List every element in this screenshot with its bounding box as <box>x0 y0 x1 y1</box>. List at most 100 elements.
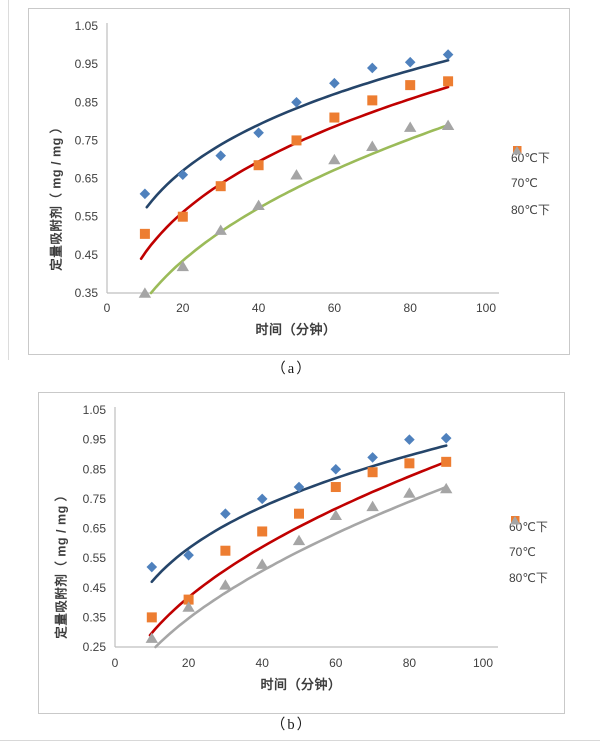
triangle-marker-icon <box>512 146 522 155</box>
y-tick-label: 0.85 <box>83 462 107 476</box>
y-tick-label: 0.45 <box>83 581 107 595</box>
x-tick-label: 60 <box>329 656 343 670</box>
y-tick-label: 0.65 <box>83 522 107 536</box>
legend-item-80c: 80℃下 <box>509 516 548 591</box>
triangle-marker-icon <box>510 516 520 525</box>
y-tick-label: 0.35 <box>75 286 99 300</box>
data-point <box>252 199 265 211</box>
data-point <box>139 228 150 239</box>
y-tick-label: 0.95 <box>83 433 107 447</box>
data-point <box>367 95 378 106</box>
data-point <box>366 500 379 512</box>
y-tick-label: 0.35 <box>83 610 107 624</box>
data-point <box>145 632 158 643</box>
page-bottom-rule <box>0 740 600 741</box>
data-point <box>404 434 415 445</box>
x-tick-label: 40 <box>256 656 270 670</box>
data-point <box>139 188 151 200</box>
x-tick-label: 0 <box>104 301 111 315</box>
data-point <box>177 169 189 181</box>
data-point <box>330 463 342 475</box>
data-point <box>330 482 341 493</box>
chart-b-x-axis-title: 时间（分钟） <box>260 677 342 692</box>
data-point <box>366 140 379 151</box>
data-point <box>176 260 189 272</box>
data-point <box>146 561 158 573</box>
y-tick-label: 0.65 <box>75 172 99 186</box>
data-point <box>329 112 340 123</box>
data-point <box>443 76 454 87</box>
data-point <box>253 160 264 171</box>
data-point <box>256 558 269 569</box>
x-tick-label: 40 <box>252 301 266 315</box>
x-tick-label: 0 <box>112 656 119 670</box>
data-point <box>367 62 378 74</box>
legend-item-70c: 70℃ <box>509 516 548 566</box>
data-point <box>219 579 232 590</box>
data-point <box>290 169 303 180</box>
trend-line <box>149 123 450 295</box>
data-point <box>405 80 416 91</box>
legend-item-70c: 70℃ <box>511 146 550 196</box>
data-point <box>256 493 268 505</box>
data-point <box>367 467 378 478</box>
y-tick-label: 0.85 <box>75 95 99 109</box>
data-point <box>404 56 416 68</box>
data-point <box>293 481 305 493</box>
y-tick-label: 0.75 <box>75 133 99 147</box>
caption-a: （a） <box>271 361 313 377</box>
legend-item-80c: 80℃下 <box>511 146 550 222</box>
data-point <box>440 482 453 494</box>
data-point <box>291 135 302 146</box>
data-point <box>404 458 415 469</box>
data-point <box>404 121 417 132</box>
data-point <box>138 287 152 298</box>
data-point <box>215 150 226 161</box>
y-tick-label: 1.05 <box>83 403 107 417</box>
legend-label: 70℃ <box>509 545 536 560</box>
chart-b-y-axis-title: 定量吸附剂（ mg / mg ） <box>54 488 69 639</box>
x-tick-label: 20 <box>182 656 196 670</box>
x-tick-label: 100 <box>473 656 493 670</box>
chart-a-y-axis-title: 定量吸附剂（ mg / mg ） <box>49 120 64 271</box>
trend-line <box>145 59 450 209</box>
data-point <box>183 549 194 561</box>
data-point <box>440 432 452 444</box>
data-point <box>329 77 340 89</box>
chart-a-canvas: 1.05 0.95 0.85 0.75 0.65 0.55 0.45 0.35 0 20 40 60 8… <box>75 19 499 315</box>
x-tick-label: 20 <box>176 301 190 315</box>
x-tick-label: 80 <box>403 656 417 670</box>
data-point <box>294 508 304 519</box>
y-tick-label: 0.55 <box>75 210 99 224</box>
trend-line <box>148 460 448 637</box>
chart-b-canvas: 1.05 0.95 0.85 0.75 0.65 0.55 0.45 0.35 0.25 0 20 4… <box>83 403 498 670</box>
data-point <box>182 601 195 612</box>
data-point <box>146 612 157 623</box>
data-point <box>442 49 454 60</box>
data-point <box>367 452 378 463</box>
page-margin-line <box>8 0 9 360</box>
y-tick-label: 0.25 <box>83 640 107 654</box>
data-point <box>441 119 455 130</box>
data-point <box>220 508 231 519</box>
chart-a-legend: 60℃下 70℃ 80℃下 <box>511 144 550 222</box>
data-point <box>257 526 268 537</box>
data-point <box>214 224 227 235</box>
trend-line <box>154 485 448 649</box>
y-tick-label: 0.75 <box>83 492 107 506</box>
x-tick-label: 100 <box>476 301 496 315</box>
legend-label: 70℃ <box>511 176 538 190</box>
chart-a-panel: 1.05 0.95 0.85 0.75 0.65 0.55 0.45 0.35 0 20 40 60 8… <box>28 8 570 355</box>
legend-label: 80℃下 <box>509 571 548 586</box>
data-point <box>441 456 452 467</box>
chart-b-legend: 60℃下 70℃ 80℃下 <box>509 514 548 591</box>
data-point <box>183 594 194 605</box>
data-point <box>253 127 264 139</box>
chart-b-panel: 1.05 0.95 0.85 0.75 0.65 0.55 0.45 0.35 0.25 0 20 4… <box>38 392 565 714</box>
x-tick-label: 60 <box>328 301 342 315</box>
y-tick-label: 0.55 <box>83 551 107 565</box>
y-tick-label: 1.05 <box>75 19 99 33</box>
data-point <box>403 487 416 498</box>
data-point <box>292 534 306 546</box>
